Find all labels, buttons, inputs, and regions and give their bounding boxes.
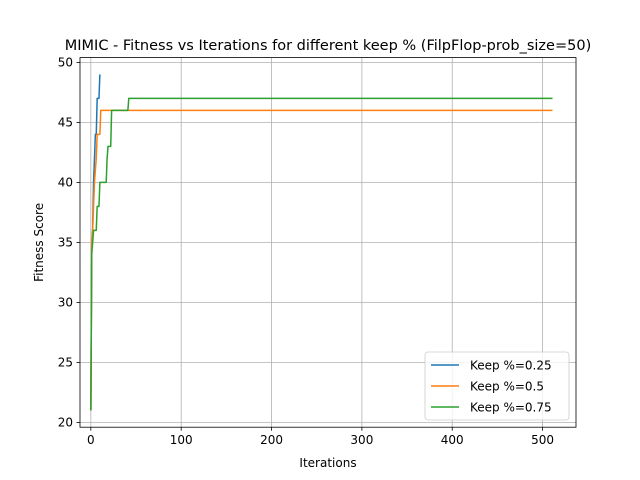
legend-label-3: Keep %=0.75 bbox=[470, 400, 552, 414]
y-tick-label: 50 bbox=[58, 56, 73, 70]
x-axis-label: Iterations bbox=[299, 456, 356, 470]
legend: Keep %=0.25 Keep %=0.5 Keep %=0.75 bbox=[424, 351, 570, 421]
y-tick-label: 20 bbox=[58, 416, 73, 430]
y-tick-label: 30 bbox=[58, 296, 73, 310]
x-tick-label: 300 bbox=[350, 433, 373, 447]
grid bbox=[80, 57, 576, 428]
y-tick-label: 35 bbox=[58, 236, 73, 250]
chart-title: MIMIC - Fitness vs Iterations for differ… bbox=[65, 38, 591, 54]
x-axis-ticks: 0 100 200 300 400 500 bbox=[87, 427, 554, 447]
y-tick-label: 25 bbox=[58, 356, 73, 370]
plot-frame bbox=[79, 57, 577, 428]
y-axis-ticks: 20 25 30 35 40 45 50 bbox=[58, 56, 80, 430]
legend-box bbox=[424, 351, 570, 421]
x-tick-label: 200 bbox=[260, 433, 283, 447]
x-tick-label: 400 bbox=[441, 433, 464, 447]
x-tick-label: 0 bbox=[87, 433, 95, 447]
series-lines bbox=[90, 74, 553, 411]
legend-label-2: Keep %=0.5 bbox=[470, 379, 544, 393]
x-tick-label: 100 bbox=[170, 433, 193, 447]
series-line-3 bbox=[90, 97, 553, 411]
legend-label-1: Keep %=0.25 bbox=[470, 358, 552, 372]
y-tick-label: 40 bbox=[58, 176, 73, 190]
series-line-2 bbox=[90, 109, 553, 411]
x-tick-label: 500 bbox=[531, 433, 554, 447]
y-axis-label: Fitness Score bbox=[32, 203, 46, 282]
y-tick-label: 45 bbox=[58, 116, 73, 130]
